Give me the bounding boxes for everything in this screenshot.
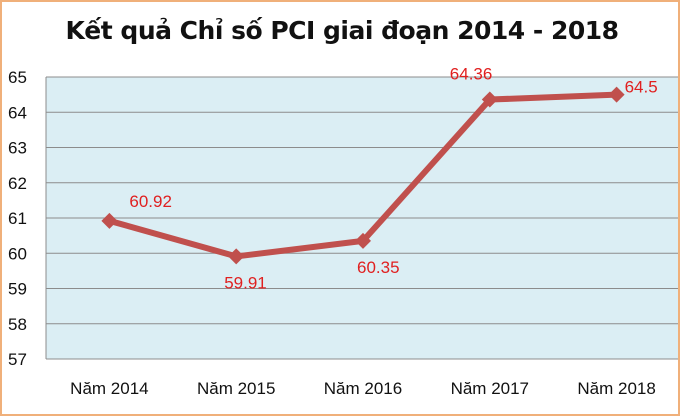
y-tick-label: 61: [8, 209, 27, 228]
chart-title: Kết quả Chỉ số PCI giai đoạn 2014 - 2018: [65, 16, 619, 45]
y-tick-label: 58: [8, 315, 27, 334]
y-tick-label: 60: [8, 244, 27, 263]
y-tick-label: 63: [8, 139, 27, 158]
y-tick-label: 57: [8, 350, 27, 369]
data-label: 60.92: [129, 192, 172, 211]
x-tick-label: Năm 2016: [324, 379, 402, 398]
data-point: [481, 91, 498, 108]
x-tick-label: Năm 2017: [451, 379, 529, 398]
data-point: [228, 248, 245, 265]
data-label: 60.35: [357, 258, 400, 277]
data-point: [101, 212, 118, 229]
data-point: [355, 232, 371, 249]
y-tick-label: 59: [8, 280, 27, 299]
data-label: 59.91: [224, 273, 267, 292]
data-label: 64.36: [450, 65, 493, 84]
y-tick-label: 64: [8, 103, 27, 122]
y-tick-label: 65: [8, 68, 27, 87]
data-point: [608, 86, 625, 103]
data-label: 64.5: [625, 78, 658, 97]
y-tick-label: 62: [8, 174, 27, 193]
x-tick-label: Năm 2014: [70, 379, 148, 398]
x-tick-label: Năm 2018: [577, 379, 655, 398]
x-tick-label: Năm 2015: [197, 379, 275, 398]
